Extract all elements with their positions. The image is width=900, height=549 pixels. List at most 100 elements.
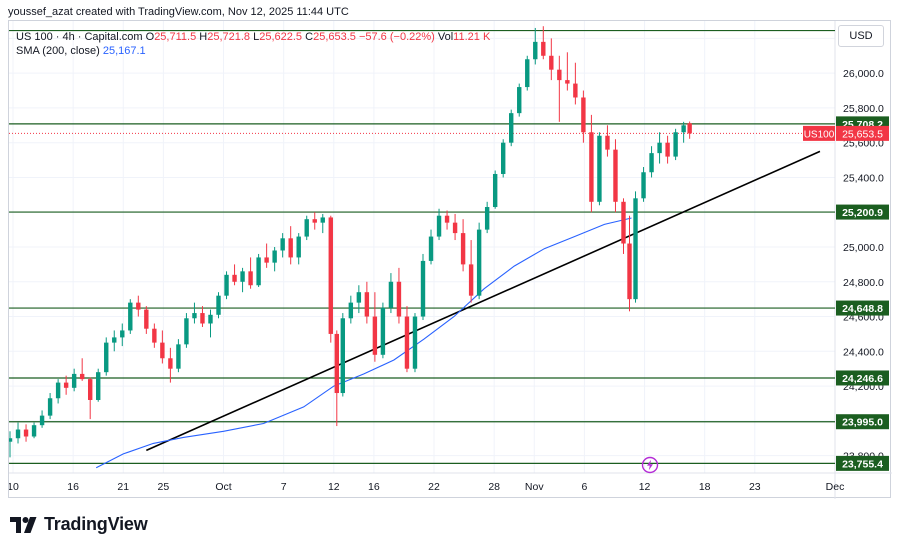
candle <box>565 52 570 91</box>
candle <box>687 121 692 139</box>
candle-body <box>444 215 450 223</box>
candle-body <box>334 333 339 394</box>
vol-value: 11.21 K <box>453 31 491 43</box>
symbol-label[interactable]: US 100 · 4h · Capital.com <box>16 31 143 43</box>
candle <box>63 375 69 395</box>
candle-body <box>71 373 77 388</box>
price-chart[interactable]: 26,200.026,000.025,800.025,600.025,400.0… <box>9 21 892 499</box>
candle-body <box>492 173 498 208</box>
candle-body <box>15 429 21 439</box>
candle <box>573 62 578 105</box>
ohlc-legend: US 100 · 4h · Capital.com O25,711.5 H25,… <box>16 31 490 43</box>
x-tick-label: 18 <box>699 481 711 493</box>
last-price-label: 25,653.5 <box>842 128 883 140</box>
high-value: 25,721.8 <box>207 31 251 43</box>
currency-selector[interactable]: USD <box>838 25 884 47</box>
change-value: −57.6 (−0.22%) <box>358 31 435 43</box>
flash-icon[interactable] <box>641 456 659 474</box>
candle <box>216 292 221 319</box>
candle-body <box>665 142 670 157</box>
low-value: 25,622.5 <box>259 31 303 43</box>
sma-legend[interactable]: SMA (200, close) 25,167.1 <box>16 45 146 57</box>
candle-body <box>581 97 586 133</box>
x-tick-label: Nov <box>525 481 544 493</box>
candle <box>557 55 562 122</box>
candle-body <box>31 425 37 437</box>
plot-area <box>9 26 835 469</box>
candle-body <box>657 142 662 154</box>
candle-body <box>200 313 205 324</box>
candle-body <box>296 236 301 258</box>
candle-body <box>396 281 402 317</box>
candle-body <box>248 271 253 286</box>
last-price-tag <box>836 125 889 141</box>
candle <box>428 229 434 265</box>
x-tick-label: 7 <box>281 481 287 493</box>
candle-body <box>340 318 346 394</box>
candle <box>412 313 418 373</box>
candle <box>71 368 77 392</box>
candle-body <box>484 207 490 230</box>
level-price-tag <box>836 300 889 316</box>
candle <box>549 38 554 81</box>
candle <box>248 257 253 289</box>
candle <box>641 167 646 202</box>
x-tick-label: 22 <box>428 481 440 493</box>
candle <box>436 208 442 241</box>
x-tick-label: 16 <box>67 481 79 493</box>
candle <box>264 243 269 268</box>
candle-body <box>372 316 378 355</box>
candle-body <box>96 372 101 400</box>
candle-body <box>380 307 386 355</box>
candle <box>136 295 141 317</box>
candle-body <box>152 328 157 343</box>
candle-body <box>192 313 197 319</box>
x-tick-label: 6 <box>581 481 587 493</box>
candle-body <box>476 229 482 296</box>
candle-body <box>272 250 277 263</box>
candle-body <box>120 330 125 338</box>
candle-body <box>613 149 618 202</box>
candle-body <box>280 238 285 251</box>
candle <box>665 135 670 164</box>
candle-body <box>364 292 370 317</box>
candle-body <box>184 318 189 345</box>
candle <box>208 309 213 338</box>
candle <box>192 302 197 324</box>
candle-body <box>128 302 133 331</box>
low-label: L <box>253 31 260 43</box>
candle <box>492 170 498 209</box>
x-tick-label: 16 <box>368 481 380 493</box>
candle <box>649 146 654 178</box>
candle-body <box>144 309 149 329</box>
candle <box>452 213 458 241</box>
candle-body <box>79 373 85 380</box>
candle <box>224 271 229 300</box>
candle-body <box>589 132 594 202</box>
candle-body <box>208 314 213 324</box>
tradingview-logo[interactable]: TradingView <box>10 514 148 535</box>
level-price-label: 24,648.8 <box>842 303 883 315</box>
candle <box>96 368 101 402</box>
x-tick-label: 21 <box>117 481 129 493</box>
sma-200-line <box>95 217 632 469</box>
candle <box>104 337 109 376</box>
candle <box>404 306 410 373</box>
candle <box>120 323 125 347</box>
candle <box>621 198 626 254</box>
candle <box>296 233 301 265</box>
candle-body <box>328 217 333 334</box>
candle <box>500 139 506 178</box>
candle-body <box>23 429 29 437</box>
candle <box>280 233 285 258</box>
candle <box>87 377 93 420</box>
candle-body <box>288 238 293 258</box>
vol-label: Vol <box>437 31 454 43</box>
candle <box>31 422 37 439</box>
candle <box>112 330 117 352</box>
candle <box>460 219 466 272</box>
candle-body <box>633 198 638 300</box>
chart-frame: 26,200.026,000.025,800.025,600.025,400.0… <box>8 20 892 499</box>
open-label: O <box>145 31 155 43</box>
close-label: C <box>305 31 314 43</box>
